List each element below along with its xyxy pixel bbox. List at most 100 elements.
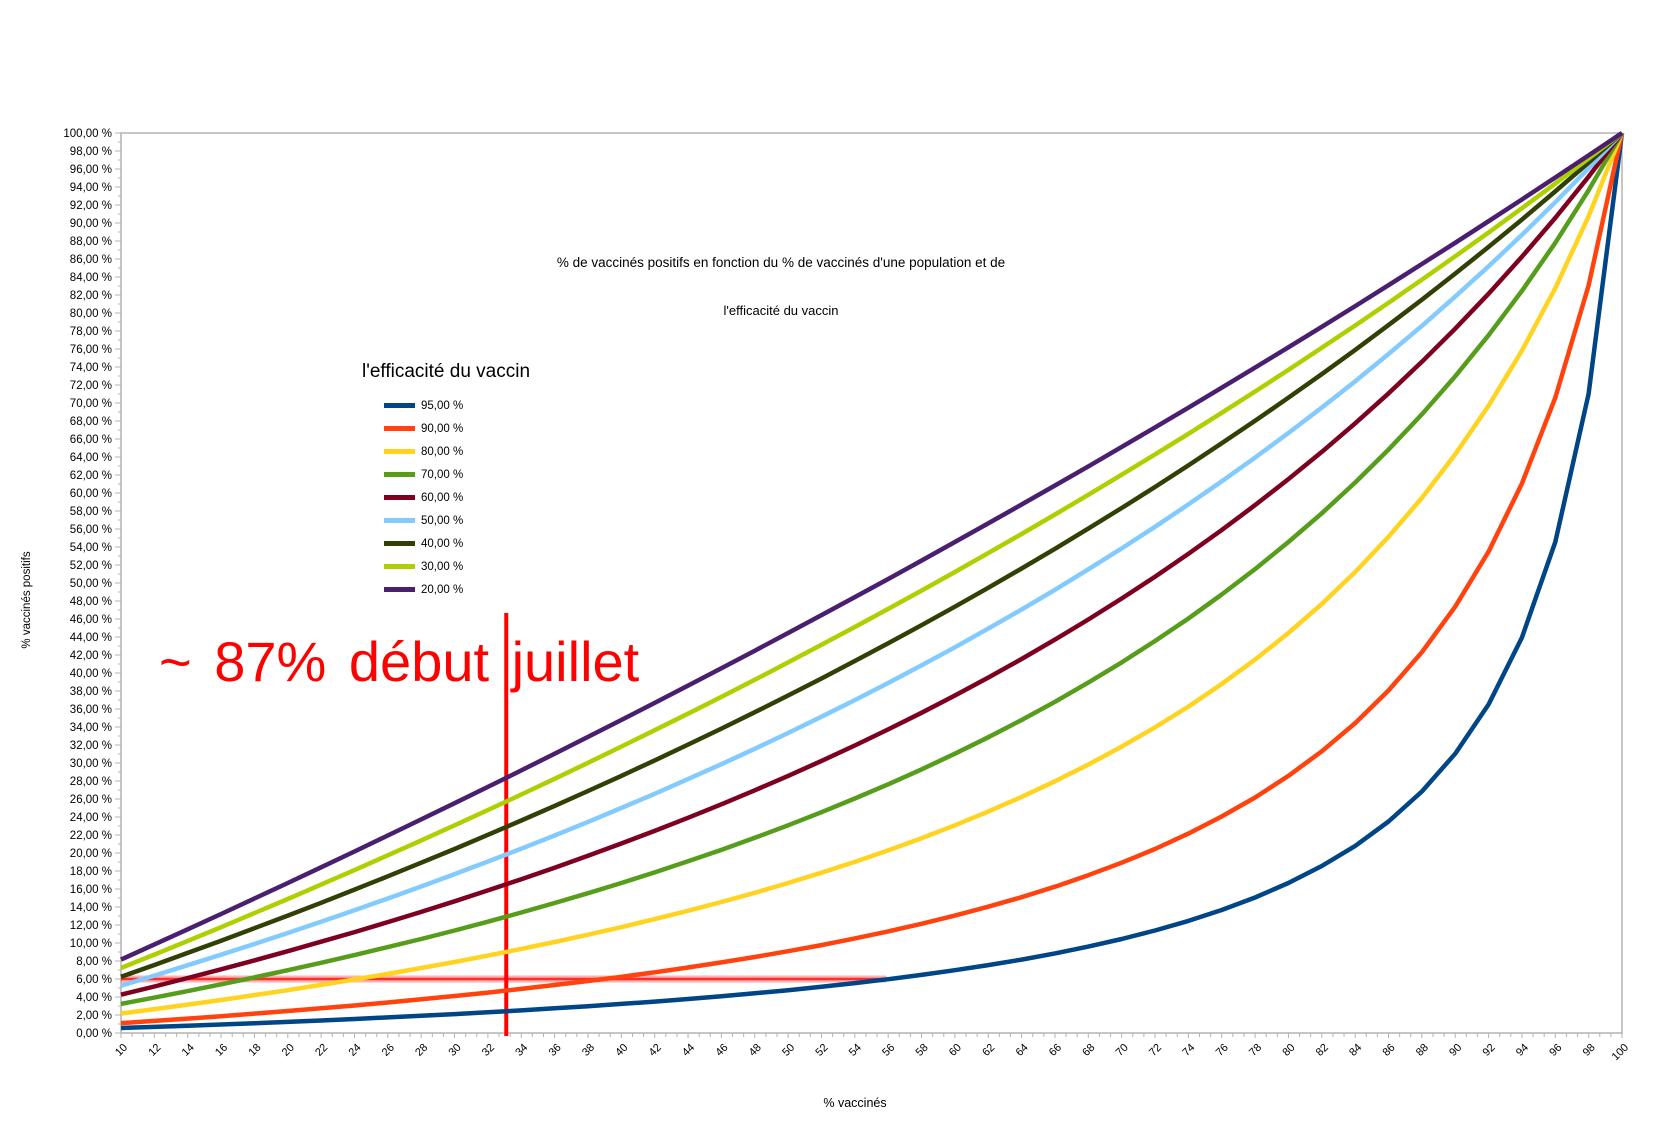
- x-tick-label: 92: [1481, 1042, 1498, 1059]
- y-tick-label: 62,00 %: [70, 470, 112, 482]
- y-tick-label: 88,00 %: [70, 236, 112, 248]
- y-tick-label: 8,00 %: [76, 956, 112, 968]
- legend-item-50: 50,00 %: [384, 509, 530, 532]
- x-tick-label: 18: [246, 1042, 263, 1059]
- legend-item-40: 40,00 %: [384, 532, 530, 555]
- x-tick-label: 82: [1314, 1042, 1331, 1059]
- y-tick-label: 46,00 %: [70, 614, 112, 626]
- y-tick-label: 22,00 %: [70, 830, 112, 842]
- x-tick-label: 20: [280, 1042, 297, 1059]
- x-tick-label: 54: [847, 1042, 864, 1059]
- y-tick-label: 28,00 %: [70, 776, 112, 788]
- y-tick-label: 18,00 %: [70, 866, 112, 878]
- legend-item-label: 70,00 %: [421, 468, 464, 481]
- legend-swatch: [384, 449, 415, 454]
- series-line-70: [120, 131, 1624, 1007]
- legend-item-90: 90,00 %: [384, 417, 530, 440]
- y-tick-label: 14,00 %: [70, 902, 112, 914]
- legend-swatch: [384, 426, 415, 431]
- x-tick-label: 38: [580, 1042, 597, 1059]
- x-axis-title: % vaccinés: [823, 1096, 887, 1110]
- y-tick-label: 78,00 %: [70, 326, 112, 338]
- x-tick-label: 98: [1581, 1042, 1598, 1059]
- annotation-text: ~ 87% début juillet: [159, 630, 640, 693]
- legend-item-70: 70,00 %: [384, 463, 530, 486]
- y-tick-label: 98,00 %: [70, 146, 112, 158]
- x-tick-label: 46: [713, 1042, 730, 1059]
- y-tick-label: 90,00 %: [70, 218, 112, 230]
- series-line-20: [120, 131, 1624, 962]
- x-tick-label: 22: [313, 1042, 330, 1059]
- x-tick-label: 88: [1414, 1042, 1431, 1059]
- legend-swatch: [384, 587, 415, 592]
- y-tick-label: 32,00 %: [70, 740, 112, 752]
- x-tick-label: 80: [1280, 1042, 1297, 1059]
- legend-swatch: [384, 495, 415, 500]
- legend-item-label: 30,00 %: [421, 560, 464, 573]
- legend-swatch: [384, 564, 415, 569]
- y-tick-label: 80,00 %: [70, 308, 112, 320]
- y-tick-label: 26,00 %: [70, 794, 112, 806]
- x-tick-label: 24: [346, 1042, 363, 1059]
- x-tick-label: 58: [914, 1042, 931, 1059]
- y-tick-label: 42,00 %: [70, 650, 112, 662]
- x-tick-label: 96: [1547, 1042, 1564, 1059]
- x-tick-label: 34: [513, 1042, 530, 1059]
- y-tick-label: 0,00 %: [76, 1028, 112, 1040]
- y-tick-label: 54,00 %: [70, 542, 112, 554]
- legend-item-label: 80,00 %: [421, 445, 464, 458]
- series-line-95: [120, 132, 1625, 1031]
- y-tick-label: 74,00 %: [70, 362, 112, 374]
- series-line-60: [120, 131, 1624, 997]
- series-line-30: [120, 131, 1624, 971]
- legend-item-60: 60,00 %: [384, 486, 530, 509]
- series-line-40: [120, 131, 1624, 979]
- legend-item-20: 20,00 %: [384, 578, 530, 601]
- y-tick-label: 20,00 %: [70, 848, 112, 860]
- x-tick-label: 30: [447, 1042, 464, 1059]
- chart-title-line1: % de vaccinés positifs en fonction du % …: [556, 255, 1006, 270]
- series-line-90: [120, 132, 1625, 1026]
- y-tick-label: 24,00 %: [70, 812, 112, 824]
- x-tick-label: 28: [413, 1042, 430, 1059]
- y-tick-label: 58,00 %: [70, 506, 112, 518]
- legend-item-label: 95,00 %: [421, 399, 464, 412]
- legend: l'efficacité du vaccin 95,00 % 90,00 % 80,…: [362, 361, 530, 601]
- x-tick-label: 72: [1147, 1042, 1164, 1059]
- legend-swatch: [384, 403, 415, 408]
- y-tick-label: 44,00 %: [70, 632, 112, 644]
- y-tick-label: 30,00 %: [70, 758, 112, 770]
- x-tick-label: 70: [1114, 1042, 1131, 1059]
- x-tick-label: 52: [813, 1042, 830, 1059]
- y-tick-label: 2,00 %: [76, 1010, 112, 1022]
- y-tick-label: 52,00 %: [70, 560, 112, 572]
- y-tick-label: 94,00 %: [70, 182, 112, 194]
- y-tick-label: 4,00 %: [76, 992, 112, 1004]
- legend-item-80: 80,00 %: [384, 440, 530, 463]
- y-tick-label: 92,00 %: [70, 200, 112, 212]
- x-tick-label: 12: [146, 1042, 163, 1059]
- y-tick-label: 68,00 %: [70, 416, 112, 428]
- x-tick-label: 48: [747, 1042, 764, 1059]
- x-tick-label: 50: [780, 1042, 797, 1059]
- legend-swatch: [384, 518, 415, 523]
- y-tick-label: 36,00 %: [70, 704, 112, 716]
- x-tick-label: 14: [180, 1042, 197, 1059]
- x-tick-label: 60: [947, 1042, 964, 1059]
- y-tick-label: 16,00 %: [70, 884, 112, 896]
- series-line-50: [120, 131, 1624, 988]
- series-line-80: [120, 132, 1625, 1016]
- y-tick-label: 76,00 %: [70, 344, 112, 356]
- chart-title-line2: l'efficacité du vaccin: [723, 303, 839, 318]
- y-tick-label: 40,00 %: [70, 668, 112, 680]
- x-tick-label: 32: [480, 1042, 497, 1059]
- y-tick-label: 86,00 %: [70, 254, 112, 266]
- y-tick-label: 50,00 %: [70, 578, 112, 590]
- legend-item-label: 60,00 %: [421, 491, 464, 504]
- y-tick-label: 84,00 %: [70, 272, 112, 284]
- x-tick-label: 36: [547, 1042, 564, 1059]
- x-tick-label: 90: [1447, 1042, 1464, 1059]
- x-tick-label: 62: [980, 1042, 997, 1059]
- y-tick-label: 72,00 %: [70, 380, 112, 392]
